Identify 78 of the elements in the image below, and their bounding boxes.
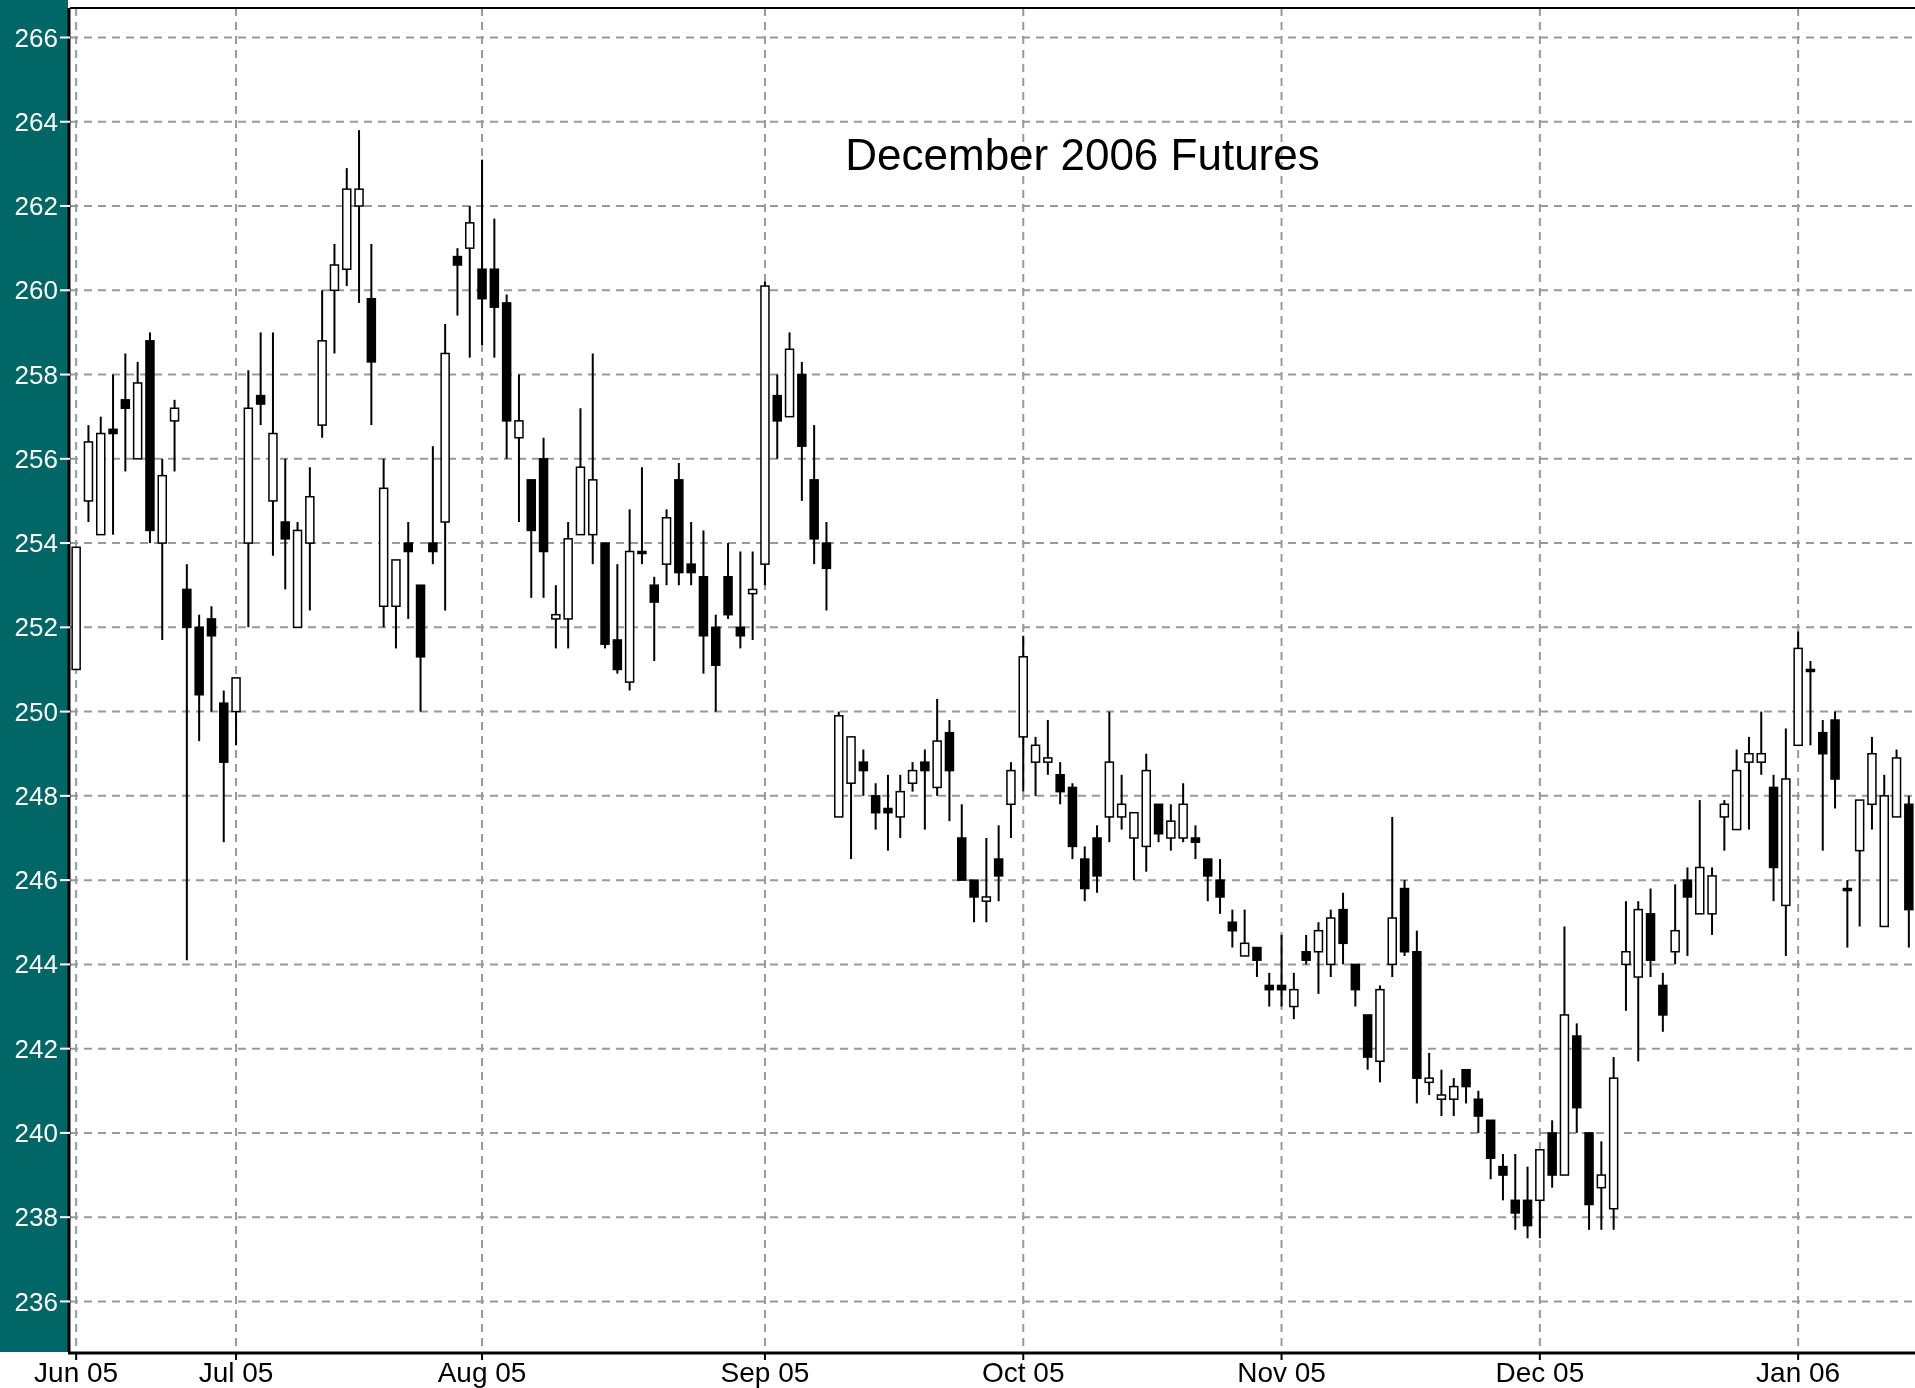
candlestick xyxy=(354,129,364,304)
candlestick xyxy=(1203,858,1213,903)
candlestick xyxy=(1190,824,1201,861)
candlestick xyxy=(1252,946,1262,979)
y-tick-label: 264 xyxy=(14,106,58,137)
candlestick xyxy=(1719,799,1730,852)
candlestick xyxy=(428,445,438,566)
candlestick xyxy=(1436,1068,1447,1118)
candlestick xyxy=(182,563,192,962)
candlestick xyxy=(735,550,746,650)
y-tick-label: 246 xyxy=(14,865,58,896)
x-tick-label: Jun 05 xyxy=(34,1357,119,1388)
candlestick xyxy=(108,373,118,536)
candlestick xyxy=(920,748,930,831)
candlestick xyxy=(1055,761,1065,806)
candlestick xyxy=(858,748,869,797)
x-tick-label: Aug 05 xyxy=(437,1357,527,1388)
candlestick xyxy=(883,773,893,852)
x-tick-label: Dec 05 xyxy=(1495,1357,1585,1388)
candlestick xyxy=(403,521,413,620)
x-tick-label: Sep 05 xyxy=(720,1357,810,1388)
y-tick-label: 242 xyxy=(14,1033,58,1064)
candlestick xyxy=(1744,735,1754,831)
x-tick-label: Nov 05 xyxy=(1237,1357,1326,1388)
candlestick xyxy=(993,824,1004,903)
candlestick xyxy=(169,398,180,473)
candlestick xyxy=(1239,908,1250,957)
candlestick xyxy=(1510,1152,1520,1231)
candlestick xyxy=(1596,1140,1607,1231)
y-tick-label: 248 xyxy=(14,780,58,811)
candlestick xyxy=(514,373,524,524)
candlestick xyxy=(649,575,659,663)
y-tick-label: 262 xyxy=(14,191,58,222)
candlestick xyxy=(551,584,561,650)
candlestick xyxy=(1313,921,1324,995)
candlestick xyxy=(1289,971,1299,1021)
candlestick xyxy=(1461,1068,1471,1105)
candlestick xyxy=(637,466,647,566)
candlestick xyxy=(280,457,290,591)
x-tick-label: Jul 05 xyxy=(198,1357,274,1388)
candlestick xyxy=(1215,858,1225,915)
candlestick xyxy=(870,782,881,831)
candlestick xyxy=(255,331,266,427)
y-tick-label: 256 xyxy=(14,443,58,474)
candlestick xyxy=(1030,735,1041,797)
candlestick xyxy=(1449,1077,1459,1118)
candlestick xyxy=(981,836,992,924)
candlestick xyxy=(1818,719,1828,852)
candlestick xyxy=(1682,866,1693,957)
y-tick-label: 238 xyxy=(14,1202,58,1233)
x-tick-label: Jan 06 xyxy=(1756,1357,1841,1388)
x-tick-label: Oct 05 xyxy=(982,1357,1065,1388)
candlestick xyxy=(206,605,217,713)
y-tick-label: 260 xyxy=(14,275,58,306)
y-tick-label: 258 xyxy=(14,359,58,390)
candlestick xyxy=(120,352,131,473)
candlestick xyxy=(686,521,696,587)
candlestick xyxy=(969,879,979,924)
candlestick xyxy=(1424,1051,1434,1096)
y-tick-label: 254 xyxy=(14,528,58,559)
candlestick xyxy=(1043,719,1053,776)
y-tick-label: 236 xyxy=(14,1286,58,1317)
y-tick-label: 244 xyxy=(14,949,58,980)
candlestick xyxy=(1301,933,1311,966)
candlestick xyxy=(452,247,463,317)
y-tick-label: 250 xyxy=(14,696,58,727)
candlestick xyxy=(1166,803,1176,852)
candlestick xyxy=(1473,1089,1484,1134)
candlestick xyxy=(907,761,918,793)
candlestick xyxy=(1756,710,1766,776)
candlestick xyxy=(1670,883,1680,966)
candlestick xyxy=(1621,900,1631,1012)
y-tick-label: 266 xyxy=(14,22,58,53)
candlestick xyxy=(1116,773,1127,831)
candlestick xyxy=(1498,1152,1508,1202)
y-tick-label: 252 xyxy=(14,612,58,643)
y-tick-label: 240 xyxy=(14,1118,58,1149)
text: December 2006 Futures xyxy=(845,130,1320,179)
